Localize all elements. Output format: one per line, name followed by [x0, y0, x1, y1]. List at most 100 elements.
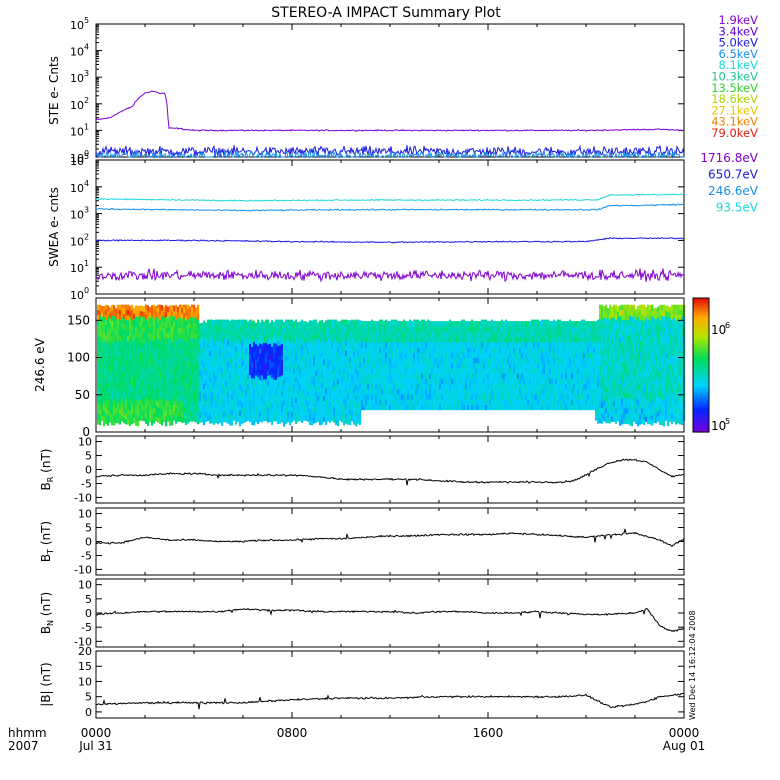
pad-cell [113, 367, 116, 374]
pad-cell [253, 336, 256, 342]
pad-cell [193, 389, 196, 396]
pad-cell [179, 374, 182, 381]
pad-cell [587, 378, 590, 385]
pad-cell [333, 364, 336, 371]
pad-cell [261, 354, 264, 360]
pad-cell [567, 388, 570, 395]
pad-cell [403, 336, 406, 343]
pad-cell [177, 405, 180, 412]
pad-cell [429, 399, 432, 405]
pad-cell [267, 390, 270, 397]
pad-cell [409, 321, 412, 327]
pad-cell [357, 329, 360, 336]
pad-cell [571, 321, 574, 327]
pad-cell [137, 415, 140, 422]
pad-cell [191, 394, 194, 401]
pad-cell [129, 316, 132, 322]
pad-cell [281, 406, 284, 412]
pad-cell [273, 394, 276, 401]
pad-cell [199, 385, 202, 392]
pad-cell [301, 375, 304, 382]
pad-cell [469, 394, 472, 400]
pad-cell [241, 381, 244, 388]
pad-cell [275, 322, 278, 328]
pad-cell [345, 329, 348, 336]
pad-cell [503, 383, 506, 390]
pad-cell [473, 394, 476, 400]
pad-cell [545, 367, 548, 374]
pad-cell [203, 414, 206, 421]
pad-cell [387, 362, 390, 369]
pad-cell [521, 378, 524, 385]
pad-cell [159, 361, 162, 367]
pad-cell [249, 405, 252, 412]
pad-cell [125, 376, 128, 383]
pad-cell [369, 326, 372, 332]
pad-cell [445, 367, 448, 374]
pad-cell [437, 326, 440, 332]
pad-cell [213, 330, 216, 337]
pad-cell [125, 335, 128, 341]
pad-cell [369, 404, 372, 411]
pad-cell [191, 379, 194, 386]
pad-cell [341, 385, 344, 392]
pad-cell [185, 388, 188, 394]
pad-cell [119, 309, 122, 316]
pad-cell [289, 341, 292, 348]
pad-cell [133, 396, 136, 403]
pad-cell [155, 389, 158, 396]
pad-cell [391, 388, 394, 395]
pad-cell [291, 333, 294, 340]
pad-cell [473, 331, 476, 338]
pad-cell [343, 372, 346, 379]
pad-cell [237, 405, 240, 412]
pad-cell [199, 370, 202, 376]
pad-cell [409, 367, 412, 374]
pad-cell [295, 387, 298, 393]
pad-cell [501, 362, 504, 369]
pad-cell [147, 305, 150, 312]
pad-cell [333, 323, 336, 329]
pad-cell [373, 347, 376, 353]
pad-cell [309, 346, 312, 353]
legend-ste-79.0keV: 79.0keV [711, 126, 758, 140]
pad-cell [537, 347, 540, 353]
pad-cell [391, 347, 394, 353]
pad-cell [533, 362, 536, 369]
pad-cell [399, 357, 402, 364]
pad-cell [347, 393, 350, 399]
pad-cell [415, 394, 418, 400]
pad-cell [209, 324, 212, 331]
pad-cell [565, 394, 568, 400]
pad-cell [231, 414, 234, 421]
pad-cell [151, 419, 154, 426]
pad-cell [457, 352, 460, 359]
pad-cell [511, 331, 514, 338]
pad-cell [349, 341, 352, 347]
pad-cell [397, 373, 400, 379]
pad-cell [341, 348, 344, 355]
pad-cell [371, 326, 374, 332]
pad-cell [109, 390, 112, 397]
pad-cell [559, 383, 562, 390]
pad-cell [223, 364, 226, 370]
pad-cell [145, 334, 148, 341]
pad-cell [221, 373, 224, 380]
pad-cell [331, 347, 334, 354]
pad-cell [519, 341, 522, 348]
pad-cell [309, 335, 312, 342]
pad-cell [423, 319, 426, 322]
pad-cell [217, 371, 220, 378]
pad-cell [361, 378, 364, 385]
pad-cell [549, 404, 552, 411]
pad-cell [415, 362, 418, 369]
pad-cell [117, 386, 120, 393]
pad-cell [139, 399, 142, 406]
pad-cell [389, 399, 392, 405]
pad-cell [341, 354, 344, 360]
pad-cell [243, 333, 246, 340]
pad-cell [269, 338, 272, 344]
pad-cell [337, 363, 340, 369]
pad-cell [233, 347, 236, 353]
pad-cell [195, 411, 198, 418]
